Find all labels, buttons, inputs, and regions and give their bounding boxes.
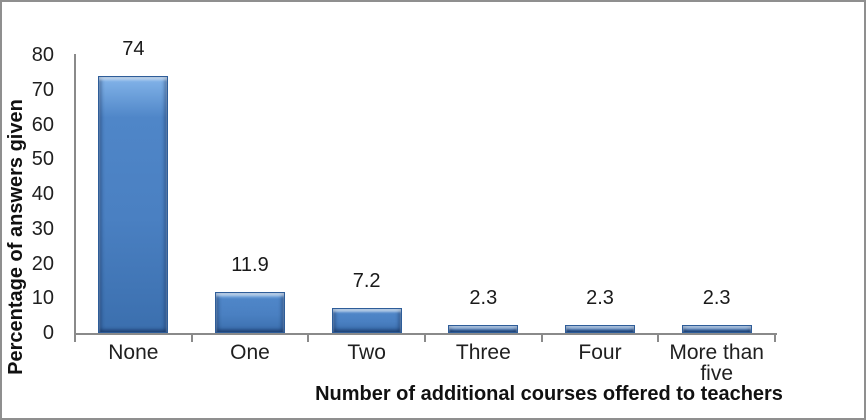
x-axis-title: Number of additional courses offered to … — [315, 383, 783, 405]
bar-value-label: 2.3 — [469, 287, 498, 309]
x-tick-label: Two — [347, 341, 386, 364]
bar-value-label: 11.9 — [231, 254, 269, 276]
y-tick-label: 0 — [42, 322, 54, 344]
x-tick-mark — [74, 333, 76, 342]
y-tick-label: 50 — [31, 148, 54, 171]
bar — [565, 325, 635, 333]
bar — [448, 325, 519, 333]
y-axis-line — [74, 54, 76, 333]
bar — [98, 76, 169, 333]
x-tick-mark — [657, 333, 660, 342]
y-tick-label: 20 — [31, 252, 54, 275]
bar-value-label: 74 — [122, 38, 145, 60]
bar-value-label: 2.3 — [702, 287, 731, 309]
bar-value-label: 2.3 — [586, 287, 614, 309]
x-tick-label: None — [108, 341, 159, 364]
x-tick-mark — [190, 333, 193, 342]
y-tick-label: 40 — [31, 183, 54, 205]
bar-value-label: 7.2 — [352, 270, 381, 292]
y-tick-label: 60 — [31, 113, 54, 136]
x-tick-label: Four — [578, 341, 622, 364]
x-tick-mark — [774, 333, 776, 342]
x-tick-label: More than five — [669, 341, 764, 385]
x-tick-label: Three — [455, 341, 511, 364]
y-tick-label: 30 — [31, 217, 54, 240]
y-tick-label: 70 — [31, 78, 54, 101]
x-tick-mark — [540, 333, 543, 342]
x-tick-label: One — [230, 341, 270, 364]
bar — [681, 325, 752, 333]
x-tick-mark — [424, 333, 426, 342]
x-tick-mark — [307, 333, 310, 342]
bar — [215, 292, 285, 333]
y-tick-label: 80 — [31, 44, 54, 66]
y-tick-label: 10 — [31, 287, 54, 310]
bar — [331, 308, 402, 333]
